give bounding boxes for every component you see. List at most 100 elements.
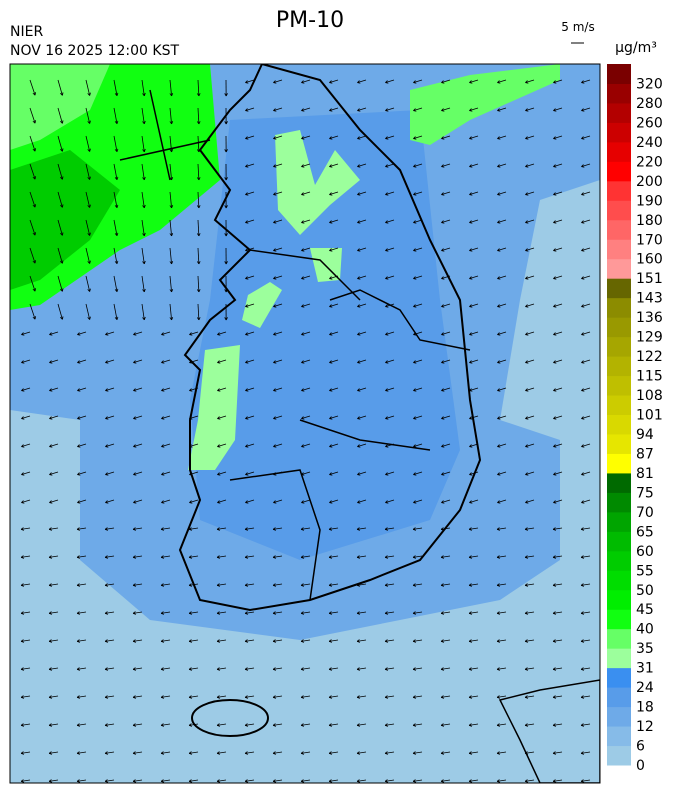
wind-arrow-head <box>413 332 417 336</box>
wind-arrow-head <box>189 500 193 504</box>
wind-arrow-head <box>245 164 249 168</box>
wind-arrow-head <box>496 583 501 587</box>
wind-arrow <box>357 163 367 168</box>
wind-arrow <box>197 275 200 292</box>
wind-arrow-head <box>77 500 81 504</box>
wind-arrow-head <box>412 611 417 615</box>
japan-coast <box>498 679 600 783</box>
wind-arrow-head <box>469 136 473 140</box>
wind-arrow <box>357 219 367 224</box>
wind-arrow-head <box>581 248 585 252</box>
wind-arrow-head <box>169 289 174 293</box>
wind-arrow <box>301 163 311 168</box>
wind-arrow-head <box>20 751 25 755</box>
wind-arrow <box>273 779 283 782</box>
wind-arrow <box>133 471 143 476</box>
wind-arrow-head <box>441 332 445 336</box>
legend-label: 101 <box>636 408 663 424</box>
wind-arrow-head <box>356 555 361 559</box>
wind-arrow-head <box>497 332 501 336</box>
wind-arrow-head <box>160 723 165 727</box>
wind-arrow <box>217 527 227 530</box>
legend-swatch <box>607 258 631 279</box>
wind-arrow-head <box>525 500 529 504</box>
wind-arrow-head <box>301 164 305 168</box>
wind-arrow <box>57 247 63 264</box>
wind-arrow <box>245 163 255 168</box>
wind-arrow-head <box>77 388 81 392</box>
wind-arrow-head <box>188 555 193 559</box>
wind-arrow-head <box>245 360 249 364</box>
wind-arrow <box>441 387 451 392</box>
wind-arrow-head <box>412 751 417 755</box>
wind-arrow-head <box>87 204 91 208</box>
wind-arrow <box>217 611 227 614</box>
wind-arrow-head <box>329 192 333 196</box>
wind-arrow-head <box>272 611 277 615</box>
wind-arrow-head <box>301 304 305 308</box>
wind-arrow-head <box>497 444 501 448</box>
wind-arrow <box>141 79 145 96</box>
wind-arrow-head <box>300 583 305 587</box>
wind-arrow-head <box>581 80 585 84</box>
wind-arrow-head <box>32 232 36 236</box>
wind-arrow-head <box>245 136 249 140</box>
wind-arrow-head <box>412 527 417 531</box>
wind-arrow-head <box>76 779 81 783</box>
wind-arrow-head <box>133 388 137 392</box>
wind-arrow-head <box>301 248 305 252</box>
wind-arrow <box>169 275 172 292</box>
wind-arrow-head <box>169 261 174 265</box>
wind-arrow-head <box>413 108 417 112</box>
wind-arrow-head <box>497 164 501 168</box>
legend-label: 151 <box>636 271 663 287</box>
wind-arrow-head <box>224 177 228 181</box>
wind-arrow <box>245 751 255 754</box>
wind-arrow-head <box>468 639 473 643</box>
wind-arrow-head <box>328 555 333 559</box>
wind-arrow-head <box>496 611 501 615</box>
wind-arrow-head <box>553 136 557 140</box>
wind-arrow <box>85 275 91 292</box>
wind-arrow-head <box>132 779 137 783</box>
wind-arrow <box>161 471 171 476</box>
wind-arrow <box>21 639 31 642</box>
wind-arrow <box>113 135 118 152</box>
wind-arrow-head <box>272 527 277 531</box>
wind-arrow <box>217 359 227 364</box>
wind-arrow <box>49 667 59 670</box>
wind-arrow <box>329 415 339 420</box>
wind-arrow <box>161 723 171 726</box>
wind-arrow <box>49 639 59 642</box>
legend: 0 6 12 18 24 31 35 40 45 50 55 60 65 70 75 81 87 94 101 108… <box>607 64 663 774</box>
wind-arrow <box>357 499 367 504</box>
wind-arrow-head <box>49 332 53 336</box>
wind-arrow-head <box>20 639 25 643</box>
wind-arrow <box>413 527 423 530</box>
wind-arrow-head <box>553 248 557 252</box>
wind-arrow-head <box>245 388 249 392</box>
wind-arrow-head <box>328 779 333 783</box>
wind-arrow <box>105 359 115 364</box>
wind-arrow <box>525 163 535 168</box>
wind-arrow <box>441 331 451 336</box>
wind-arrow-head <box>76 555 81 559</box>
wind-arrow <box>385 779 395 782</box>
wind-arrow <box>133 751 143 754</box>
wind-arrow-head <box>469 192 473 196</box>
wind-arrow <box>413 359 423 364</box>
wind-arrow <box>197 79 200 96</box>
wind-arrow <box>581 331 591 336</box>
wind-arrow-head <box>581 192 585 196</box>
wind-arrow-head <box>496 667 501 671</box>
wind-arrow-head <box>329 304 333 308</box>
wind-arrow-head <box>169 177 174 181</box>
wind-arrow-head <box>300 639 305 643</box>
legend-label: 143 <box>636 291 663 307</box>
wind-arrow <box>197 303 200 320</box>
wind-arrow-head <box>301 360 305 364</box>
wind-arrow <box>413 303 423 308</box>
wind-arrow <box>385 275 395 280</box>
wind-arrow <box>301 443 311 448</box>
wind-arrow-head <box>525 472 529 476</box>
